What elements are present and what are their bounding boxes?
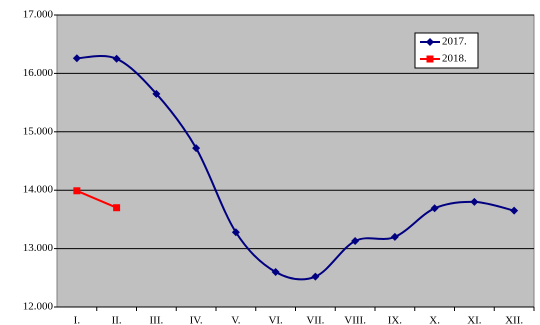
x-tick-label: III. — [150, 315, 164, 325]
x-tick-label: VIII. — [344, 315, 366, 325]
point — [112, 54, 121, 63]
point — [470, 197, 479, 206]
x-tick-label: XII. — [505, 315, 523, 325]
x-tick-label: I. — [74, 315, 81, 325]
point — [510, 206, 519, 215]
y-tick-label: 12.000 — [23, 301, 54, 313]
x-tick-label: VI. — [268, 315, 283, 325]
point — [426, 38, 434, 46]
y-tick-label: 16.000 — [23, 67, 54, 79]
legend-label: 2018. — [442, 53, 467, 65]
point — [231, 228, 240, 237]
x-tick-label: V. — [231, 315, 241, 325]
point — [192, 144, 201, 153]
x-tick-label: IX. — [388, 315, 403, 325]
x-tick-label: VII. — [306, 315, 324, 325]
y-tick-label: 15.000 — [23, 125, 54, 137]
x-tick-label: IV. — [190, 315, 203, 325]
point — [72, 54, 81, 63]
point — [152, 89, 161, 98]
point — [426, 55, 434, 63]
y-tick-label: 13.000 — [23, 242, 54, 254]
point — [390, 232, 399, 241]
point — [430, 204, 439, 213]
point — [271, 267, 280, 276]
legend-label: 2017. — [442, 36, 467, 48]
x-tick-label: X. — [429, 315, 440, 325]
legend-box — [414, 32, 479, 69]
point — [351, 237, 360, 246]
y-tick-label: 17.000 — [23, 9, 54, 21]
x-tick-label: II. — [112, 315, 122, 325]
y-tick-label: 14.000 — [23, 184, 54, 196]
series-line — [76, 189, 118, 209]
point — [311, 272, 320, 281]
point — [113, 204, 121, 212]
point — [73, 187, 81, 195]
x-tick-label: XI. — [467, 315, 482, 325]
